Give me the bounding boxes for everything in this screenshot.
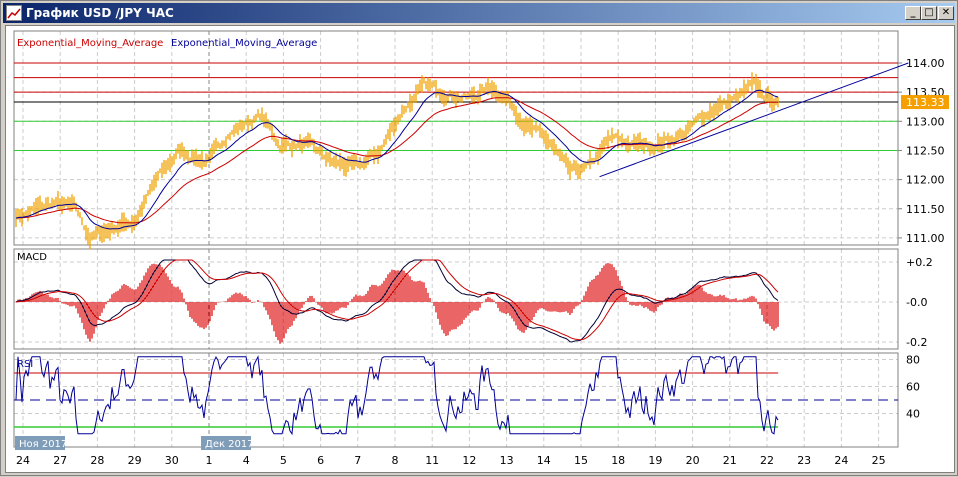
x-tick-label: 13 (500, 454, 514, 467)
x-tick-label: 12 (462, 454, 476, 467)
macd-signal-line (15, 259, 779, 341)
current-price-tag (901, 95, 949, 110)
x-tick-label: 27 (53, 454, 67, 467)
x-tick-label: 7 (354, 454, 361, 467)
x-tick-label: 24 (16, 454, 30, 467)
title-bar[interactable]: График USD /JPY ЧАС _ □ ✕ (3, 3, 955, 23)
rsi-tick-label: 40 (906, 408, 920, 421)
x-tick-label: 4 (243, 454, 250, 467)
price-tick-label: 114.00 (906, 57, 945, 70)
price-tick-label: 111.50 (906, 203, 945, 216)
rsi-tick-label: 60 (906, 381, 920, 394)
month-label: Дек 2017 (205, 439, 254, 450)
x-tick-label: 23 (797, 454, 811, 467)
x-tick-label: 6 (317, 454, 324, 467)
minimize-button[interactable]: _ (905, 6, 921, 20)
x-tick-label: 20 (686, 454, 700, 467)
x-tick-label: 29 (128, 454, 142, 467)
x-tick-label: 8 (392, 454, 399, 467)
macd-tick-label: -0.2 (906, 336, 927, 349)
current-price-label: 113.33 (906, 96, 945, 109)
x-tick-label: 22 (760, 454, 774, 467)
x-tick-label: 21 (723, 454, 737, 467)
x-tick-label: 1 (206, 454, 213, 467)
ema-red-line (15, 97, 778, 224)
legend-ema-red: Exponential_Moving_Average (17, 38, 163, 49)
rsi-line (15, 355, 779, 436)
x-tick-label: 30 (165, 454, 179, 467)
month-label-bg (15, 436, 65, 450)
macd-label: MACD (17, 252, 47, 263)
panel-frame-d (13, 248, 899, 350)
price-tick-label: 112.00 (906, 174, 945, 187)
x-tick-label: 11 (425, 454, 439, 467)
macd-line (15, 259, 779, 343)
x-tick-label: 19 (648, 454, 662, 467)
maximize-button[interactable]: □ (921, 6, 937, 20)
macd-histogram (17, 263, 779, 344)
grid-lines (14, 31, 898, 447)
chart-window-icon (6, 5, 22, 21)
price-tick-label: 113.00 (906, 115, 945, 128)
macd-tick-label: +0.2 (906, 256, 933, 269)
trendline (599, 62, 909, 178)
month-label: Ноя 2017 (19, 439, 67, 450)
close-button[interactable]: ✕ (938, 6, 954, 20)
x-tick-label: 15 (574, 454, 588, 467)
panel-frame-m (13, 30, 899, 246)
month-label-bg (201, 436, 251, 450)
x-tick-label: 14 (537, 454, 551, 467)
window-title: График USD /JPY ЧАС (26, 6, 174, 20)
rsi-tick-label: 80 (906, 354, 920, 367)
rsi-label: RSI (17, 359, 33, 370)
price-tick-label: 111.00 (906, 232, 945, 245)
x-tick-label: 28 (90, 454, 104, 467)
ema-blue-line (15, 89, 779, 230)
macd-tick-label: -0.0 (906, 296, 927, 309)
x-tick-label: 24 (834, 454, 848, 467)
x-tick-label: 5 (280, 454, 287, 467)
x-tick-label: 25 (872, 454, 886, 467)
price-tick-label: 112.50 (906, 144, 945, 157)
legend-ema-blue: Exponential_Moving_Average (171, 38, 317, 49)
x-tick-label: 18 (611, 454, 625, 467)
